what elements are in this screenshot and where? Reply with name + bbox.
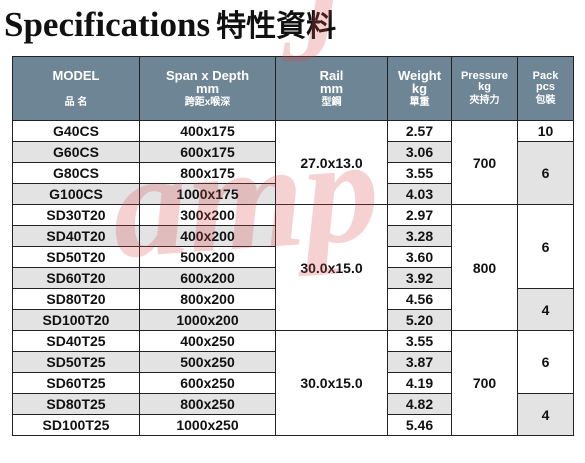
header-pressure: Pressure kg 夾持力 bbox=[451, 56, 518, 121]
header-model-en: MODEL bbox=[52, 68, 100, 84]
span-cell: 1000x175 bbox=[139, 183, 276, 205]
table-row: SD50T25 500x250 3.87 bbox=[12, 351, 574, 373]
span-cell: 800x200 bbox=[139, 288, 276, 310]
model-cell: G100CS bbox=[12, 183, 140, 205]
pack-cell: 6 bbox=[517, 204, 574, 289]
model-cell: SD40T20 bbox=[12, 225, 140, 247]
header-model: MODEL 品 名 bbox=[12, 56, 140, 121]
weight-cell: 4.19 bbox=[387, 372, 452, 394]
table-row: SD100T25 1000x250 5.46 bbox=[12, 414, 574, 436]
header-row: MODEL 品 名 Span x Depth mm 跨距x喉深 Rail mm 型鋼 We… bbox=[12, 56, 574, 121]
header-span-cn: 跨距x喉深 bbox=[184, 96, 231, 108]
weight-cell: 5.20 bbox=[387, 309, 452, 331]
header-rail-cn: 型鋼 bbox=[321, 96, 342, 108]
span-cell: 800x250 bbox=[139, 393, 276, 415]
pack-cell: 4 bbox=[517, 288, 574, 331]
span-cell: 600x250 bbox=[139, 372, 276, 394]
model-cell: G60CS bbox=[12, 141, 140, 163]
weight-cell: 4.03 bbox=[387, 183, 452, 205]
model-cell: SD60T20 bbox=[12, 267, 140, 289]
table-row: SD60T25 600x250 4.19 bbox=[12, 372, 574, 394]
model-cell: SD50T25 bbox=[12, 351, 140, 373]
weight-cell: 3.55 bbox=[387, 162, 452, 184]
weight-cell: 3.06 bbox=[387, 141, 452, 163]
span-cell: 400x250 bbox=[139, 330, 276, 352]
weight-cell: 3.55 bbox=[387, 330, 452, 352]
header-rail-unit: mm bbox=[319, 81, 344, 97]
model-cell: SD80T20 bbox=[12, 288, 140, 310]
header-pack-unit: pcs bbox=[536, 81, 555, 94]
header-pack-en: Pack bbox=[532, 70, 559, 83]
model-cell: SD80T25 bbox=[12, 393, 140, 415]
span-cell: 400x175 bbox=[139, 120, 276, 142]
weight-cell: 3.87 bbox=[387, 351, 452, 373]
header-span: Span x Depth mm 跨距x喉深 bbox=[139, 56, 276, 121]
weight-cell: 4.56 bbox=[387, 288, 452, 310]
table-row: SD50T20 500x200 3.60 bbox=[12, 246, 574, 268]
span-cell: 500x250 bbox=[139, 351, 276, 373]
model-cell: G40CS bbox=[12, 120, 140, 142]
header-weight-cn: 單重 bbox=[409, 96, 430, 108]
model-cell: SD60T25 bbox=[12, 372, 140, 394]
header-weight: Weight kg 單重 bbox=[387, 56, 452, 121]
header-span-unit: mm bbox=[195, 81, 220, 97]
model-cell: SD40T25 bbox=[12, 330, 140, 352]
rail-cell: 30.0x15.0 bbox=[275, 330, 388, 436]
span-cell: 500x200 bbox=[139, 246, 276, 268]
header-pressure-cn: 夾持力 bbox=[469, 94, 500, 106]
pack-cell: 6 bbox=[517, 330, 574, 394]
table-row: SD60T20 600x200 3.92 bbox=[12, 267, 574, 289]
model-cell: SD100T20 bbox=[12, 309, 140, 331]
model-cell: G80CS bbox=[12, 162, 140, 184]
header-weight-en: Weight bbox=[397, 68, 442, 84]
weight-cell: 5.46 bbox=[387, 414, 452, 436]
page-title: Specifications 特性資料 bbox=[4, 2, 336, 48]
weight-cell: 4.82 bbox=[387, 393, 452, 415]
table-row: SD30T20 300x200 30.0x15.0 2.97 800 6 bbox=[12, 204, 574, 331]
model-cell: SD50T20 bbox=[12, 246, 140, 268]
pack-cell: 6 bbox=[517, 141, 574, 205]
specifications-table: MODEL 品 名 Span x Depth mm 跨距x喉深 Rail mm 型鋼 We… bbox=[12, 56, 574, 436]
span-cell: 300x200 bbox=[139, 204, 276, 226]
table-row: G100CS 1000x175 4.03 bbox=[12, 183, 574, 205]
span-cell: 600x200 bbox=[139, 267, 276, 289]
table-row: SD80T25 800x250 4.82 4 bbox=[12, 393, 574, 436]
rail-cell: 30.0x15.0 bbox=[275, 204, 388, 331]
title-chinese: 特性資料 bbox=[216, 9, 337, 44]
table-row: G40CS 400x175 27.0x13.0 2.57 700 10 bbox=[12, 120, 574, 205]
pressure-cell: 700 bbox=[451, 330, 518, 436]
span-cell: 1000x200 bbox=[139, 309, 276, 331]
span-cell: 1000x250 bbox=[139, 414, 276, 436]
header-span-en: Span x Depth bbox=[165, 68, 250, 84]
model-cell: SD30T20 bbox=[12, 204, 140, 226]
pressure-cell: 800 bbox=[451, 204, 518, 331]
header-rail: Rail mm 型鋼 bbox=[275, 56, 388, 121]
model-cell: SD100T25 bbox=[12, 414, 140, 436]
title-english: Specifications bbox=[4, 5, 211, 44]
table-row: SD80T20 800x200 4.56 4 bbox=[12, 288, 574, 331]
pack-cell: 10 bbox=[517, 120, 574, 142]
header-pack: Pack pcs 包裝 bbox=[517, 56, 574, 121]
header-pressure-unit: kg bbox=[478, 81, 491, 94]
table-row: SD40T25 400x250 30.0x15.0 3.55 700 6 bbox=[12, 330, 574, 436]
header-weight-unit: kg bbox=[411, 81, 428, 97]
weight-cell: 3.28 bbox=[387, 225, 452, 247]
span-cell: 600x175 bbox=[139, 141, 276, 163]
header-rail-en: Rail bbox=[319, 68, 344, 84]
weight-cell: 2.97 bbox=[387, 204, 452, 226]
table-row: SD100T20 1000x200 5.20 bbox=[12, 309, 574, 331]
weight-cell: 2.57 bbox=[387, 120, 452, 142]
span-cell: 400x200 bbox=[139, 225, 276, 247]
header-pack-cn: 包裝 bbox=[535, 94, 556, 106]
rail-cell: 27.0x13.0 bbox=[275, 120, 388, 205]
header-model-cn: 品 名 bbox=[64, 96, 88, 108]
table-row: SD40T20 400x200 3.28 bbox=[12, 225, 574, 247]
pack-cell: 4 bbox=[517, 393, 574, 436]
pressure-cell: 700 bbox=[451, 120, 518, 205]
span-cell: 800x175 bbox=[139, 162, 276, 184]
weight-cell: 3.60 bbox=[387, 246, 452, 268]
weight-cell: 3.92 bbox=[387, 267, 452, 289]
header-pressure-en: Pressure bbox=[460, 70, 509, 83]
